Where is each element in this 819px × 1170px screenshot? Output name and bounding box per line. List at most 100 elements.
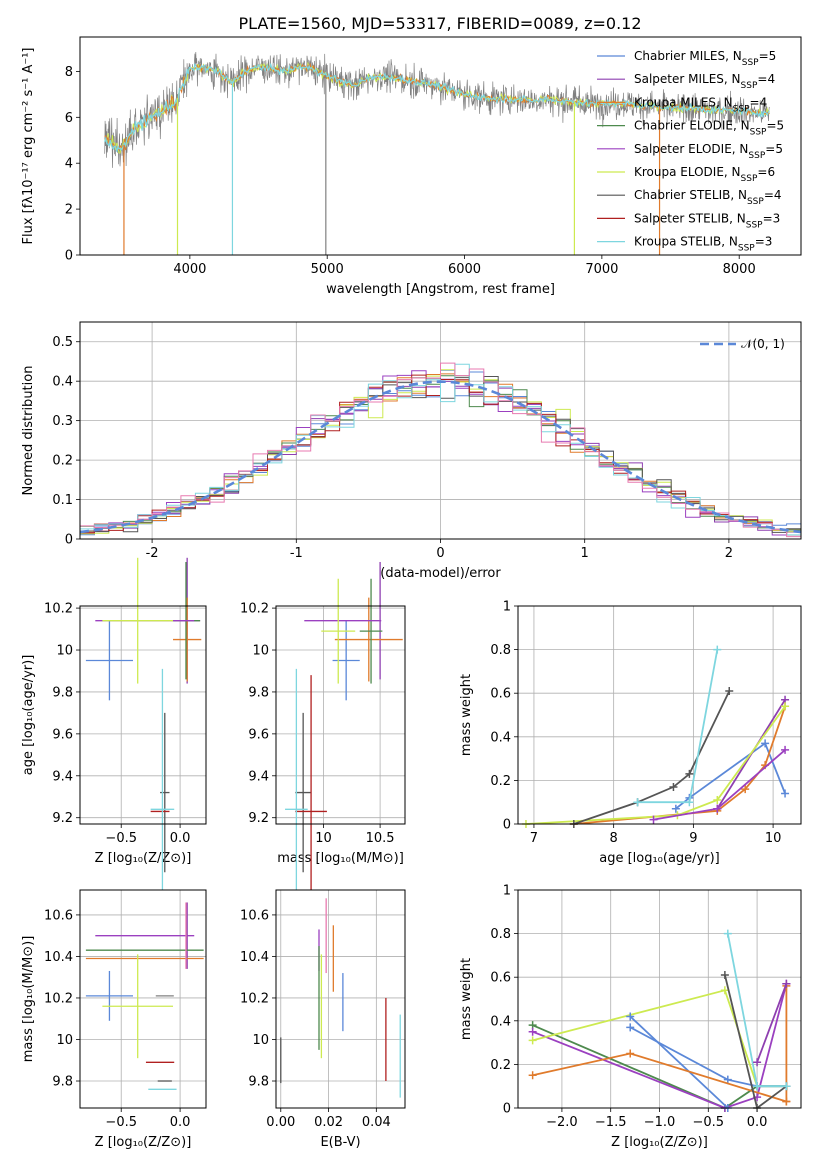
x-tick-label: 7000 [585, 262, 618, 277]
y-tick-label: 10.2 [240, 991, 269, 1006]
y-tick-label: 0.2 [52, 454, 73, 469]
x-tick-label: 2 [725, 546, 733, 561]
y-tick-label: 9.4 [248, 769, 269, 784]
y-tick-label: 1 [503, 600, 511, 615]
y-tick-label: 0 [503, 1102, 511, 1117]
residual-histogram [80, 363, 801, 536]
x-tick-label: 10 [315, 831, 332, 846]
y-tick-label: 2 [65, 203, 73, 218]
x-tick-label: 6000 [448, 262, 481, 277]
y-tick-label: 10 [252, 1033, 269, 1048]
y-tick-label: 0.4 [490, 730, 511, 745]
y-tick-label: 9.8 [248, 1075, 269, 1090]
x-tick-label: 0.0 [747, 1115, 768, 1130]
y-tick-label: 10 [56, 644, 73, 659]
x-tick-label: 8000 [723, 262, 756, 277]
plot-area [80, 37, 801, 255]
mass-weight-marker [685, 798, 694, 807]
plot-frame [275, 605, 406, 825]
mass-weight-marker [781, 789, 790, 798]
x-axis-label: mass [log₁₀(M/M⊙)] [277, 851, 404, 866]
x-axis-label: (data-model)/error [380, 566, 501, 581]
mass-weight-marker [528, 1036, 537, 1045]
plot-area [276, 890, 405, 1108]
panel-mass-vs-EBV: 0.00 0.02 0.04 9.8 10 10.2 10.4 10.6 E(B-V) [240, 889, 406, 1150]
y-tick-label: 0 [65, 249, 73, 264]
x-tick-label: -2 [146, 546, 159, 561]
y-tick-label: 0.4 [52, 375, 73, 390]
mass-weight-marker [528, 1027, 537, 1036]
x-axis-label: age [log₁₀(age/yr)] [599, 851, 720, 866]
plot-area [276, 606, 405, 824]
mass-weight-marker [782, 979, 791, 988]
y-tick-label: 0.4 [490, 1014, 511, 1029]
x-tick-label: −0.5 [105, 1115, 137, 1130]
y-tick-label: 10.6 [44, 908, 73, 923]
y-tick-label: 0.6 [490, 687, 511, 702]
legend-label: 𝒩(0, 1) [741, 337, 785, 351]
x-tick-label: −1.0 [644, 1115, 676, 1130]
y-axis-label: Flux [fλ10⁻¹⁷ erg cm⁻² s⁻¹ A⁻¹] [21, 48, 36, 245]
mass-weight-marker [713, 645, 722, 654]
legend-label: Chabrier MILES, NSSP=5 [634, 49, 776, 68]
y-tick-label: 9.4 [52, 769, 73, 784]
legend-label: Kroupa ELODIE, NSSP=6 [634, 165, 775, 184]
y-tick-label: 0.2 [490, 1058, 511, 1073]
y-tick-label: 10.6 [240, 908, 269, 923]
y-tick-label: 8 [65, 65, 73, 80]
plot-area [80, 890, 206, 1108]
panel-residuals: -2 -1 0 1 2 0 0.1 0.2 0.3 0.4 0.5 (data-model)/erro… [21, 321, 802, 581]
mass-weight-marker [761, 739, 770, 748]
panel-age-vs-Z: −0.5 0.0 9.2 9.4 9.6 9.8 10 10.2 Z [log₁₀(Z/Z⊙)]… [21, 557, 207, 950]
mass-weight-marker [781, 745, 790, 754]
panel-mass-weight-vs-age: 7 8 9 10 0 0.2 0.4 0.6 0.8 1 age [log₁₀(age/yr)] ma… [459, 600, 802, 866]
y-tick-label: 9.8 [52, 685, 73, 700]
mass-weight-marker [669, 782, 678, 791]
mass-weight-marker [781, 702, 790, 711]
mass-weight-line [675, 741, 786, 810]
x-tick-label: 0.04 [362, 1115, 391, 1130]
mass-weight-line [525, 705, 786, 825]
x-tick-label: 0.0 [170, 831, 191, 846]
x-tick-label: 0.00 [266, 1115, 295, 1130]
y-axis-label: mass weight [459, 674, 474, 756]
x-tick-label: 9 [689, 831, 697, 846]
x-tick-label: 10.5 [366, 831, 395, 846]
y-tick-label: 9.8 [248, 685, 269, 700]
plot-frame [275, 889, 406, 1109]
mass-weight-marker [528, 1071, 537, 1080]
plot-area [518, 606, 801, 824]
mass-weight-line [756, 983, 788, 1063]
y-tick-label: 9.2 [52, 811, 73, 826]
mass-weight-marker [626, 1012, 635, 1021]
plot-frame [517, 889, 802, 1109]
y-tick-label: 9.6 [248, 727, 269, 742]
y-tick-label: 0.5 [52, 335, 73, 350]
mass-weight-line [532, 983, 788, 1109]
x-axis-label: Z [log₁₀(Z/Z⊙)] [95, 1135, 192, 1150]
plot-frame [79, 321, 802, 540]
panel-age-vs-mass: 10 10.5 9.2 9.4 9.6 9.8 10 10.2 mass [log₁₀(M/M⊙… [240, 561, 406, 950]
plot-frame [79, 36, 802, 256]
x-tick-label: 7 [530, 831, 538, 846]
y-tick-label: 0.3 [52, 414, 73, 429]
y-tick-label: 0 [65, 533, 73, 548]
panel-spectrum: 4000 5000 6000 7000 8000 0 2 4 6 8 wavelength [Ang… [21, 36, 802, 297]
x-tick-label: 0.02 [314, 1115, 343, 1130]
y-tick-label: 10 [252, 644, 269, 659]
x-tick-label: 1 [581, 546, 589, 561]
y-tick-label: 10.4 [44, 950, 73, 965]
y-axis-label: mass [log₁₀(M/M⊙)] [21, 936, 36, 1063]
y-tick-label: 4 [65, 157, 73, 172]
x-tick-label: 10 [765, 831, 782, 846]
legend-label: Salpeter MILES, NSSP=4 [634, 72, 775, 91]
legend-label: Salpeter ELODIE, NSSP=5 [634, 142, 783, 161]
y-tick-label: 0.1 [52, 493, 73, 508]
mass-weight-marker [723, 1075, 732, 1084]
x-tick-label: 8 [610, 831, 618, 846]
plot-area [80, 606, 206, 824]
x-axis-label: E(B-V) [320, 1135, 360, 1150]
mass-weight-marker [782, 1097, 791, 1106]
mass-weight-marker [782, 1082, 791, 1091]
